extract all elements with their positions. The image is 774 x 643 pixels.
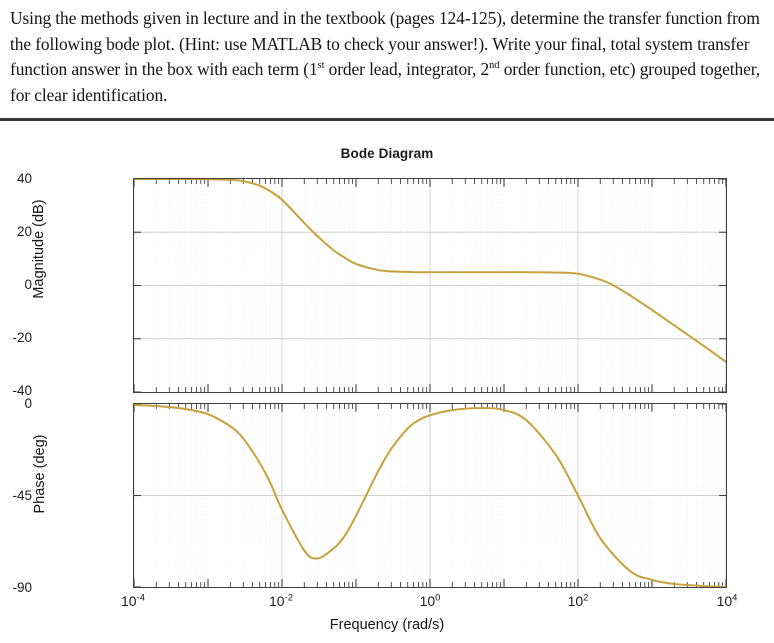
chart-title: Bode Diagram	[340, 146, 434, 161]
magnitude-gridlines	[134, 179, 726, 392]
phase-gridlines	[134, 404, 726, 587]
mag-ytick-0: 0	[24, 277, 32, 292]
question-part-2: order lead, integrator, 2	[324, 59, 490, 79]
phase-ytick-neg90: -90	[12, 580, 32, 595]
question-part-3: order function, etc) grouped together, f…	[10, 59, 760, 105]
question-text: Using the methods given in lecture and i…	[0, 0, 774, 118]
frequency-axis-label: Frequency (rad/s)	[329, 617, 445, 633]
mag-ytick-neg40: -40	[12, 383, 32, 398]
xtick-1e4: 104	[716, 592, 738, 609]
phase-axis-label: Phase (deg)	[32, 434, 48, 514]
xtick-1e-2: 10-2	[268, 592, 294, 609]
magnitude-plot-panel	[133, 178, 727, 393]
magnitude-axis-label: Magnitude (dB)	[31, 199, 47, 299]
mag-ytick-20: 20	[16, 224, 32, 239]
question-sup-2: nd	[489, 60, 500, 72]
phase-curve	[134, 404, 726, 587]
bode-figure: Bode Diagram 40 20 0 -20 -40 Magnitude (…	[0, 121, 774, 643]
horizontal-divider	[0, 118, 774, 121]
mag-ytick-40: 40	[16, 171, 32, 186]
phase-ytick-neg45: -45	[12, 488, 32, 503]
xtick-1e2: 102	[567, 592, 589, 609]
phase-ytick-0: 0	[24, 396, 32, 411]
question-sup-1: st	[317, 60, 325, 72]
xtick-1e-4: 10-4	[120, 592, 146, 609]
xtick-1e0: 100	[419, 592, 441, 609]
magnitude-curve	[134, 179, 726, 363]
mag-ytick-neg20: -20	[12, 330, 32, 345]
phase-plot-panel	[133, 403, 727, 588]
question-part-1: Using the methods given in lecture and i…	[10, 8, 760, 79]
